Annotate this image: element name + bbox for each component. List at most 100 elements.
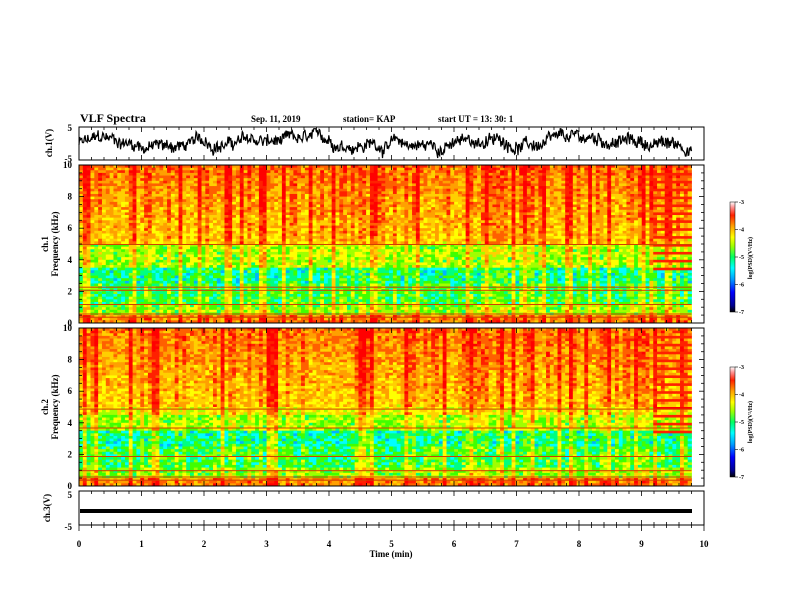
spectrogram-cell <box>683 193 689 197</box>
spectrogram-cell <box>151 212 156 216</box>
spectrogram-cell <box>274 201 279 205</box>
spectrogram-cell <box>526 230 532 234</box>
spectrogram-cell <box>392 212 398 216</box>
spectrogram-cell <box>511 196 516 200</box>
spectrogram-cell <box>561 217 566 221</box>
spectrogram-cell <box>580 178 585 182</box>
spectrogram-cell <box>346 172 352 176</box>
spectrogram-cell <box>549 186 555 190</box>
spectrogram-cell <box>396 191 401 195</box>
spectrogram-cell <box>354 204 359 208</box>
spectrogram-cell <box>649 230 654 234</box>
spectrogram-cell <box>660 183 666 187</box>
spectrogram-cell <box>86 167 91 171</box>
spectrogram-cell <box>523 215 528 219</box>
spectrogram-cell <box>117 167 122 171</box>
spectrogram-cell <box>657 233 662 237</box>
spectrogram-cell <box>519 188 524 192</box>
spectrogram-cell <box>163 209 168 213</box>
spectrogram-cell <box>373 233 378 237</box>
spectrogram-cell <box>285 193 290 197</box>
spectrogram-cell <box>281 233 287 237</box>
spectrogram-cell <box>392 199 398 203</box>
spectrogram-cell <box>331 172 336 176</box>
spectrogram-cell <box>235 217 241 221</box>
spectrogram-cell <box>327 165 333 169</box>
spectrogram-cell <box>251 241 256 245</box>
spectrogram-cell <box>580 204 585 208</box>
spectrogram-cell <box>366 201 371 205</box>
spectrogram-cell <box>591 201 597 205</box>
spectrogram-cell <box>400 238 405 242</box>
spectrogram-cell <box>687 238 692 242</box>
spectrogram-cell <box>465 204 470 208</box>
spectrogram-cell <box>266 196 271 200</box>
spectrogram-cell <box>350 183 356 187</box>
spectrogram-cell <box>258 204 264 208</box>
spectrogram-cell <box>580 196 585 200</box>
spectrogram-cell <box>435 217 440 221</box>
spectrogram-cell <box>289 220 294 224</box>
spectrogram-cell <box>557 225 562 229</box>
spectrogram-cell <box>400 165 405 169</box>
spectrogram-cell <box>614 238 620 242</box>
spectrogram-cell <box>327 215 333 219</box>
spectrogram-cell <box>190 170 195 174</box>
spectrogram-cell <box>90 186 95 190</box>
spectrogram-cell <box>477 204 482 208</box>
spectrogram-cell <box>469 215 474 219</box>
spectrogram-cell <box>251 217 256 221</box>
spectrogram-cell <box>327 170 333 174</box>
spectrogram-cell <box>331 236 336 240</box>
spectrogram-cell <box>270 165 275 169</box>
spectrogram-cell <box>293 212 298 216</box>
spectrogram-cell <box>473 230 478 234</box>
spectrogram-cell <box>159 193 164 197</box>
spectrogram-cell <box>469 204 474 208</box>
spectrogram-cell <box>477 207 482 211</box>
spectrogram-cell <box>320 222 325 226</box>
spectrogram-cell <box>289 233 294 237</box>
spectrogram-cell <box>412 204 417 208</box>
spectrogram-cell <box>392 228 398 232</box>
spectrogram-cell <box>396 241 401 245</box>
spectrogram-cell <box>507 201 512 205</box>
spectrogram-cell <box>155 196 160 200</box>
spectrogram-cell <box>503 207 509 211</box>
spectrogram-cell <box>626 238 631 242</box>
spectrogram-cell <box>523 230 528 234</box>
spectrogram-cell <box>622 217 627 221</box>
spectrogram-cell <box>320 196 325 200</box>
spectrogram-cell <box>408 188 413 192</box>
spectrogram-cell <box>212 241 218 245</box>
spectrogram-cell <box>101 222 107 226</box>
spectrogram-cell <box>258 209 264 213</box>
spectrogram-cell <box>79 204 84 208</box>
spectrogram-cell <box>438 209 444 213</box>
spectrogram-cell <box>423 199 428 203</box>
spectrogram-cell <box>392 233 398 237</box>
spectrogram-cell <box>266 230 271 234</box>
spectrogram-cell <box>580 201 585 205</box>
spectrogram-cell <box>454 220 459 224</box>
spectrogram-cell <box>124 183 130 187</box>
spectrogram-cell <box>293 241 298 245</box>
spectrogram-cell <box>477 186 482 190</box>
spectrogram-cell <box>423 244 428 248</box>
spectrogram-cell <box>94 167 99 171</box>
spectrogram-cell <box>140 204 145 208</box>
spectrogram-cell <box>408 222 413 226</box>
spectrogram-cell <box>435 207 440 211</box>
spectrogram-cell <box>385 175 390 179</box>
spectrogram-cell <box>251 191 256 195</box>
spectrogram-cell <box>193 222 199 226</box>
spectrogram-cell <box>109 207 114 211</box>
spectrogram-cell <box>614 228 620 232</box>
spectrogram-cell <box>626 183 631 187</box>
spectrogram-cell <box>140 199 145 203</box>
spectrogram-cell <box>580 167 585 171</box>
spectrogram-cell <box>262 193 267 197</box>
spectrogram-cell <box>438 244 444 248</box>
spectrogram-cell <box>546 241 551 245</box>
spectrogram-cell <box>542 165 547 169</box>
